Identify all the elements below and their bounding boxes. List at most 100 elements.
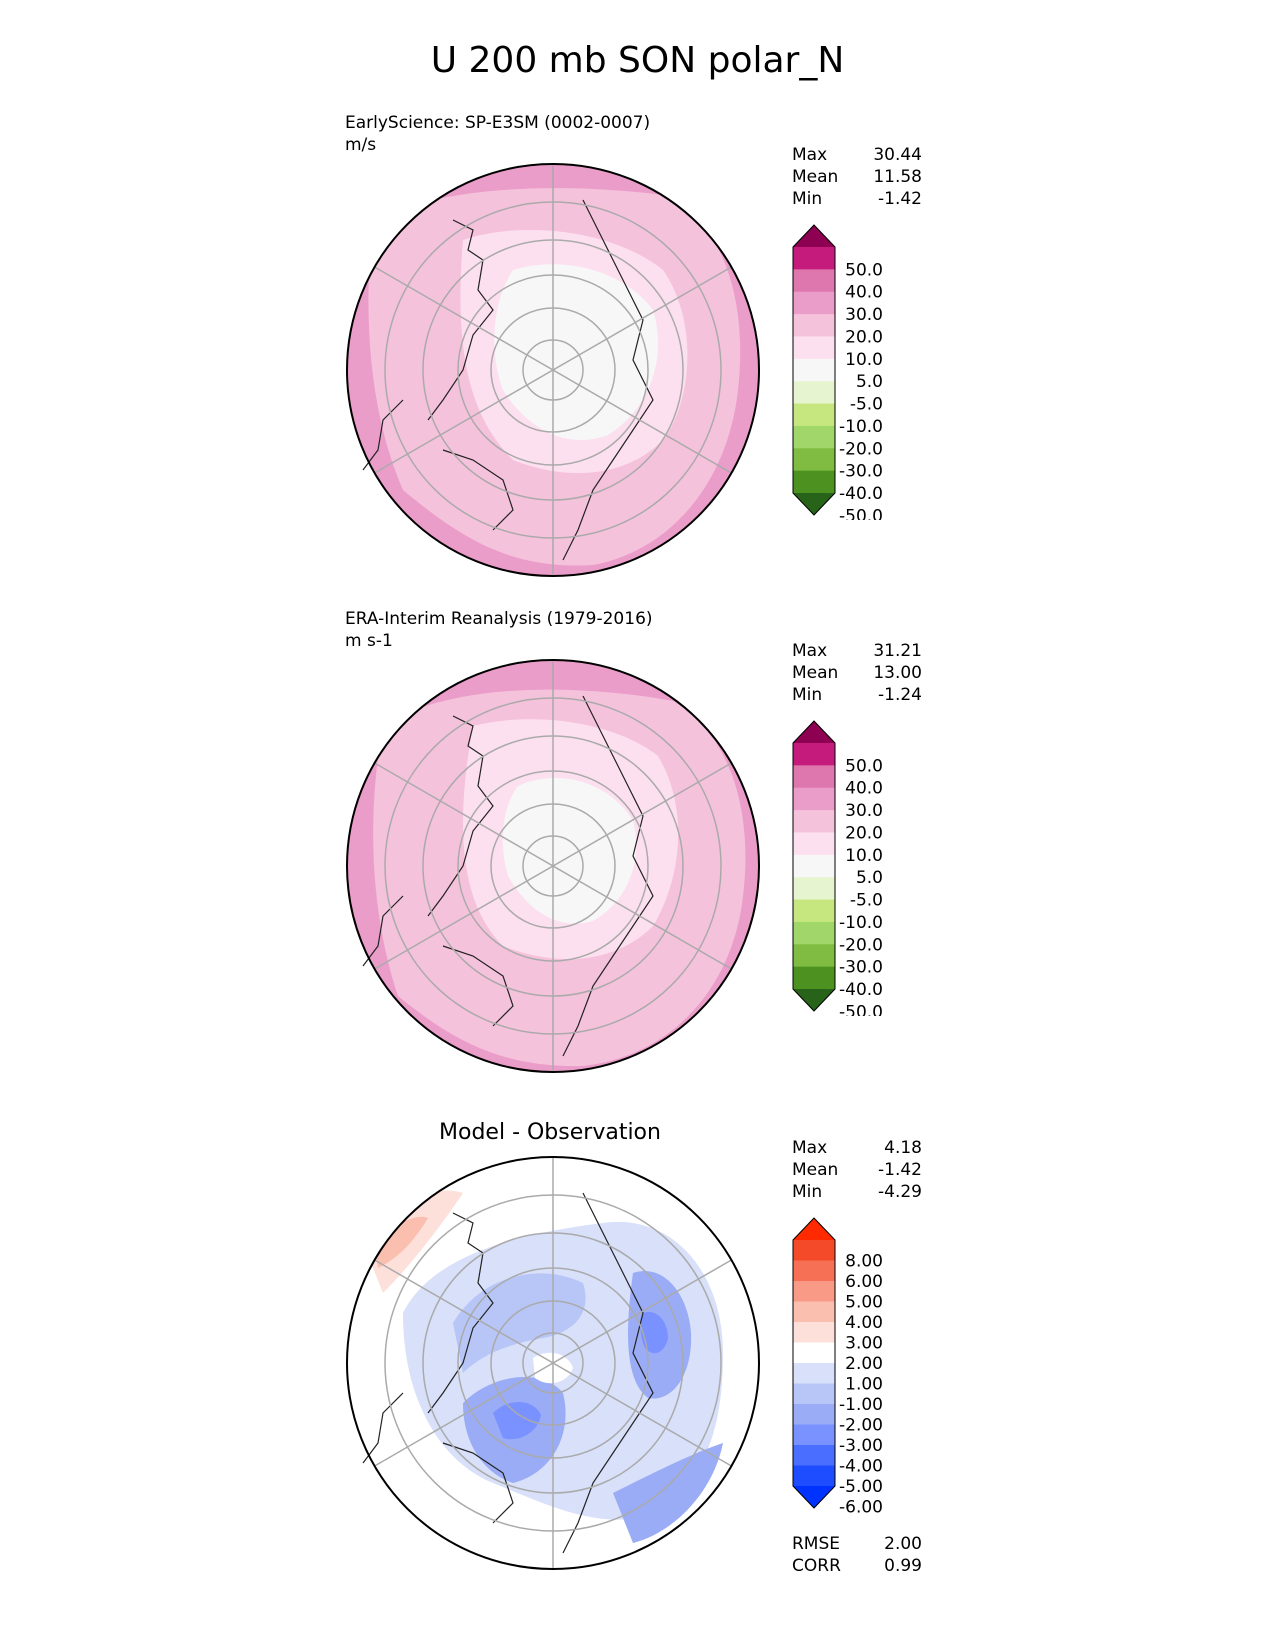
stat-row: Max 30.44	[792, 144, 922, 166]
colorbar-tick-label: -4.00	[839, 1457, 883, 1477]
colorbar-tick-label: 10.0	[845, 350, 883, 370]
coastline	[442, 1442, 514, 1524]
colorbar-tick-label: -30.0	[839, 462, 883, 482]
colorbar-tick-label: 6.00	[845, 1272, 883, 1292]
stat-row: Max 31.21	[792, 640, 922, 662]
colorbar-band	[793, 470, 835, 494]
stat-label: Mean	[792, 167, 839, 187]
colorbar-tick-label: -20.0	[839, 935, 883, 955]
colorbar-tick-label: -10.0	[839, 913, 883, 933]
stat-label: Max	[792, 145, 828, 165]
colorbar-extend-min	[793, 989, 835, 1011]
colorbar-band	[793, 944, 835, 968]
colorbar-ticks: 50.0 40.030.020.0 10.05.0 -5.0-10.0-20.0 -30…	[839, 756, 883, 1016]
colorbar-tick-label: 1.00	[845, 1375, 883, 1395]
map-fill-neg5-5	[494, 264, 658, 440]
colorbar-band	[793, 381, 835, 405]
map-boundary	[346, 163, 760, 577]
stat-label: Mean	[792, 663, 839, 683]
stat-row: Mean 13.00	[792, 662, 922, 684]
colorbar-band	[793, 899, 835, 923]
colorbar-tick-label: 20.0	[845, 327, 883, 347]
colorbar-band	[793, 314, 835, 337]
graticule	[374, 1157, 732, 1569]
stat-value: 30.44	[873, 145, 922, 165]
stat-label: RMSE	[792, 1534, 841, 1554]
stat-value: -1.42	[878, 1160, 922, 1180]
stat-row: Min -1.24	[792, 684, 922, 706]
coastline	[442, 945, 514, 1027]
colorbar-band	[793, 765, 835, 789]
colorbar-tick-label: -5.0	[850, 395, 883, 415]
colorbar-tick-label: -50.0	[839, 1002, 883, 1016]
colorbar-tick-label: -20.0	[839, 439, 883, 459]
colorbar-tick-label: -5.00	[839, 1477, 883, 1497]
coastline	[562, 1192, 654, 1554]
colorbar-band	[793, 877, 835, 901]
colorbar-tick-label: -40.0	[839, 484, 883, 504]
coastline	[362, 1392, 404, 1464]
colorbar-tick-label: 8.00	[845, 1252, 883, 1272]
colorbar-extend-min	[793, 1486, 835, 1508]
colorbar-band	[793, 247, 835, 270]
colorbar-tick-label: -40.0	[839, 980, 883, 1000]
ref-colorbar: 50.0 40.030.020.0 10.05.0 -5.0-10.0-20.0 -30…	[792, 720, 883, 1016]
colorbar-band	[793, 810, 835, 833]
test-stats: Max 30.44 Mean 11.58 Min -1.42	[792, 144, 922, 210]
colorbar-band	[793, 1342, 835, 1364]
colorbar-tick-label: 3.00	[845, 1334, 883, 1354]
colorbar-band	[793, 854, 835, 878]
stat-value: 11.58	[873, 167, 922, 187]
colorbar-tick-label: 30.0	[845, 801, 883, 821]
coastline	[562, 695, 654, 1057]
stat-row: Mean -1.42	[792, 1159, 922, 1181]
map-boundary	[346, 659, 760, 1073]
stat-value: 0.99	[884, 1556, 922, 1576]
diff-stats: Max 4.18 Mean -1.42 Min -4.29	[792, 1137, 922, 1203]
graticule	[374, 164, 732, 576]
diff-polar-map	[346, 1156, 760, 1570]
coastline	[427, 1212, 494, 1414]
colorbar-tick-label: 30.0	[845, 305, 883, 325]
stat-row: Min -1.42	[792, 188, 922, 210]
colorbar-ticks: 8.006.005.004.003.002.001.00-1.00-2.00-3…	[839, 1252, 883, 1514]
colorbar-band	[793, 1322, 835, 1343]
colorbar-extend-max	[793, 225, 835, 247]
colorbar-band	[793, 1281, 835, 1302]
map-boundary	[346, 1156, 760, 1570]
map-fill-neg4-neg3	[613, 1443, 723, 1543]
colorbar-band	[793, 1240, 835, 1261]
colorbar-band	[793, 1363, 835, 1384]
test-panel-title: EarlyScience: SP-E3SM (0002-0007) m/s	[345, 112, 650, 156]
colorbar-tick-label: -5.0	[850, 891, 883, 911]
figure-title: U 200 mb SON polar_N	[430, 40, 845, 81]
stat-label: Min	[792, 189, 823, 209]
coastline	[362, 399, 404, 471]
stat-value: -1.42	[878, 189, 922, 209]
stat-label: Max	[792, 1138, 828, 1158]
colorbar-bands	[792, 224, 836, 516]
ref-title: ERA-Interim Reanalysis (1979-2016)	[345, 609, 653, 629]
colorbar-extend-max	[793, 1218, 835, 1240]
colorbar-band	[793, 448, 835, 472]
meridian	[374, 1259, 732, 1467]
stat-label: Max	[792, 641, 828, 661]
stat-label: Min	[792, 1182, 823, 1202]
coastline	[442, 449, 514, 531]
colorbar-ticks: 50.0 40.030.020.0 10.05.0 -5.0-10.0-20.0 -30…	[839, 260, 883, 520]
meridian	[374, 266, 732, 474]
colorbar-tick-label: 20.0	[845, 823, 883, 843]
colorbar-tick-label: 50.0	[845, 756, 883, 776]
stat-label: Mean	[792, 1160, 839, 1180]
colorbar-band	[793, 787, 835, 811]
coastline	[427, 715, 494, 917]
map-fill-neg5-neg4	[493, 1401, 541, 1440]
coastline	[427, 219, 494, 421]
colorbar-tick-label: -1.00	[839, 1395, 883, 1415]
coastlines	[362, 695, 654, 1057]
colorbar-band	[793, 966, 835, 990]
diff-title: Model - Observation	[439, 1120, 661, 1145]
colorbar-band	[793, 1383, 835, 1405]
stat-row: CORR 0.99	[792, 1555, 922, 1577]
colorbar-band	[793, 291, 835, 315]
